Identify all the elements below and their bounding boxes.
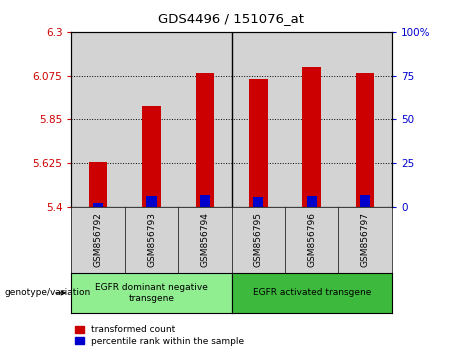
Bar [89,162,107,207]
Text: genotype/variation: genotype/variation [5,289,91,297]
Bar [142,106,161,207]
Text: EGFR dominant negative
transgene: EGFR dominant negative transgene [95,283,208,303]
Bar [302,67,321,207]
Bar [147,196,157,207]
Text: GSM856796: GSM856796 [307,212,316,267]
Text: GSM856793: GSM856793 [147,212,156,267]
Bar [93,203,103,207]
Text: GSM856797: GSM856797 [361,212,370,267]
Text: GDS4496 / 151076_at: GDS4496 / 151076_at [158,12,303,25]
Bar [285,32,338,207]
Bar [125,32,178,207]
Text: GSM856792: GSM856792 [94,212,103,267]
Bar [200,195,210,207]
Bar [338,32,392,207]
Bar [195,73,214,207]
Bar [356,73,374,207]
Bar [360,195,370,207]
Bar [307,196,317,207]
Text: GSM856795: GSM856795 [254,212,263,267]
Bar [178,32,231,207]
Bar [253,198,264,207]
Text: GSM856794: GSM856794 [201,212,209,267]
Bar [231,32,285,207]
Bar [71,32,125,207]
Text: EGFR activated transgene: EGFR activated transgene [253,289,371,297]
Bar [249,79,268,207]
Legend: transformed count, percentile rank within the sample: transformed count, percentile rank withi… [74,324,246,348]
